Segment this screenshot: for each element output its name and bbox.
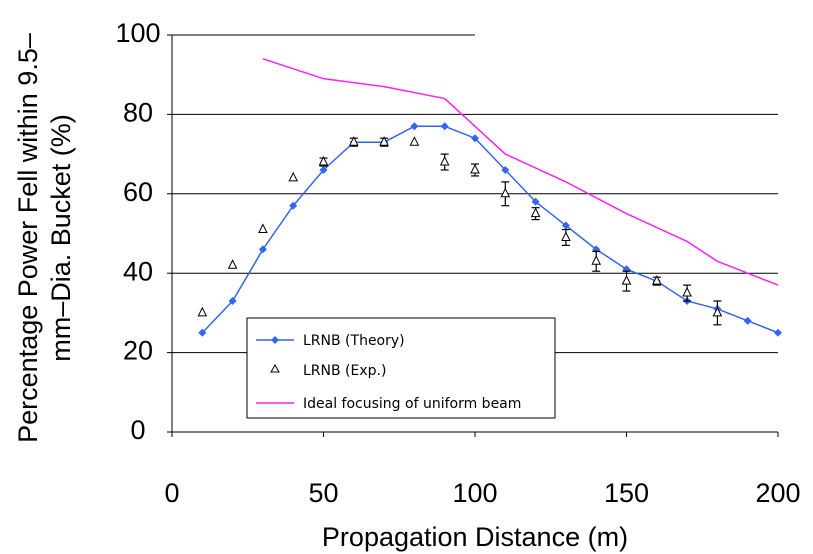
theory-point xyxy=(501,165,510,174)
series-ideal xyxy=(262,58,779,286)
experiment-point xyxy=(712,306,723,317)
legend: LRNB (Theory) LRNB (Exp.) Ideal focusing… xyxy=(246,317,556,419)
legend-experiment-label: LRNB (Exp.) xyxy=(303,363,386,379)
experiment-point xyxy=(682,286,692,297)
experiment-point xyxy=(318,155,329,166)
y-axis-title-line1: Percentage Power Fell within 9.5– xyxy=(13,33,43,443)
theory-point xyxy=(228,296,237,305)
x-axis-title: Propagation Distance (m) xyxy=(322,522,628,552)
x-tick-labels: 0 50 100 150 200 xyxy=(164,478,800,508)
axes xyxy=(167,34,779,437)
theory-point xyxy=(440,122,449,131)
experiment-point xyxy=(470,163,480,174)
theory-point xyxy=(743,316,752,325)
x-tick-label-150: 150 xyxy=(604,478,649,508)
experiment-point xyxy=(409,136,420,146)
theory-point xyxy=(410,122,419,131)
theory-line xyxy=(201,125,779,334)
theory-point xyxy=(198,328,207,337)
theory-point xyxy=(258,245,267,254)
y-tick-label-0: 0 xyxy=(130,415,145,445)
x-tick-label-0: 0 xyxy=(164,478,179,508)
series-theory xyxy=(198,122,782,337)
x-tick-label-100: 100 xyxy=(452,478,497,508)
theory-point xyxy=(289,201,298,210)
y-tick-label-80: 80 xyxy=(123,98,153,128)
theory-point xyxy=(531,197,540,206)
experiment-point xyxy=(227,259,238,269)
experiment-point xyxy=(439,155,450,166)
experiment-point xyxy=(197,306,208,317)
y-axis-title-line2: mm–Dia. Bucket (%) xyxy=(46,114,76,362)
y-tick-labels: 0 20 40 60 80 100 xyxy=(115,18,160,445)
theory-point xyxy=(471,134,479,143)
x-tick-label-200: 200 xyxy=(755,478,800,508)
experiment-point xyxy=(379,136,389,146)
experiment-point xyxy=(258,223,268,234)
experiment-point xyxy=(651,275,662,285)
legend-theory-label: LRNB (Theory) xyxy=(303,333,405,349)
ideal-line xyxy=(262,58,779,286)
experiment-point xyxy=(621,275,632,285)
y-tick-label-100: 100 xyxy=(115,18,160,48)
series-experiment xyxy=(197,136,723,326)
theory-point xyxy=(319,165,328,174)
y-tick-label-40: 40 xyxy=(123,256,153,286)
x-tick-label-50: 50 xyxy=(308,478,338,508)
legend-theory-marker xyxy=(271,336,279,344)
theory-point xyxy=(561,221,570,230)
experiment-point xyxy=(348,136,359,146)
experiment-point xyxy=(591,255,602,265)
legend-experiment-marker xyxy=(270,363,280,373)
experiment-point xyxy=(530,207,541,218)
experiment-point xyxy=(561,231,571,241)
y-tick-label-20: 20 xyxy=(123,336,153,366)
legend-box xyxy=(246,317,556,419)
legend-ideal-label: Ideal focusing of uniform beam xyxy=(303,396,521,412)
theory-point xyxy=(774,328,782,337)
experiment-point xyxy=(288,171,299,182)
y-tick-label-60: 60 xyxy=(123,177,153,207)
experiment-point xyxy=(500,187,511,198)
